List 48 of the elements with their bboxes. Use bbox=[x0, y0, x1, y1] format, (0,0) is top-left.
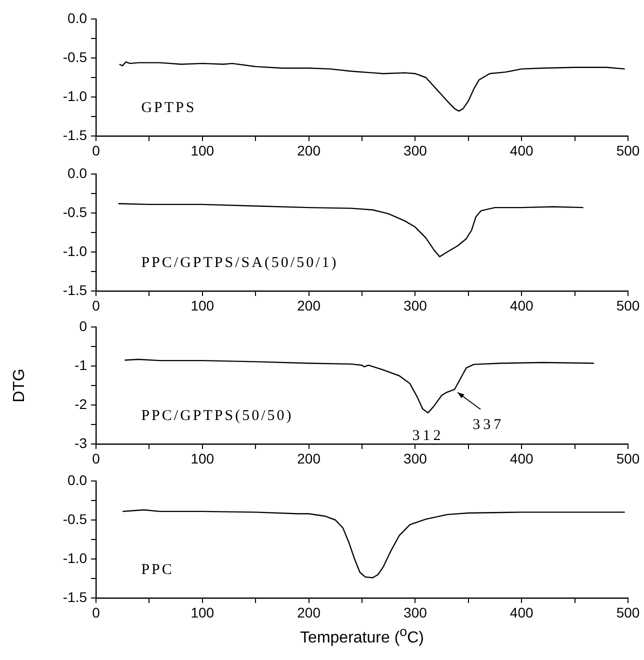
y-tick-label: 0.0 bbox=[68, 164, 88, 181]
y-tick-label: -3 bbox=[74, 434, 88, 451]
annotation: 312 bbox=[412, 428, 444, 444]
x-tick-label: 400 bbox=[510, 604, 534, 620]
annotation: PPC/GPTPS(50/50) bbox=[141, 408, 294, 424]
x-tick-label: 500 bbox=[616, 450, 640, 466]
y-tick-label: 0 bbox=[79, 318, 88, 334]
x-tick-label: 100 bbox=[190, 604, 214, 620]
y-tick-label: -0.5 bbox=[62, 48, 88, 65]
x-tick-label: 500 bbox=[616, 142, 640, 158]
y-tick-label: -1.5 bbox=[62, 126, 88, 143]
x-tick-label: 100 bbox=[190, 450, 214, 466]
x-tick-label: 200 bbox=[297, 450, 321, 466]
y-tick-label: -1.0 bbox=[62, 88, 88, 104]
x-tick-label: 0 bbox=[92, 142, 100, 158]
y-tick-label: -1.5 bbox=[62, 588, 88, 605]
x-tick-label: 0 bbox=[92, 450, 100, 466]
x-tick-label: 0 bbox=[92, 297, 100, 314]
annotation: PPC/GPTPS/SA(50/50/1) bbox=[141, 254, 338, 271]
y-tick-label: -0.5 bbox=[62, 204, 88, 220]
y-tick-label: 0.0 bbox=[68, 10, 88, 26]
y-tick-label: -1.5 bbox=[62, 282, 88, 298]
y-tick-label: -1.0 bbox=[62, 242, 88, 259]
x-tick-label: 0 bbox=[92, 604, 100, 620]
annotation: GPTPS bbox=[141, 100, 196, 116]
x-tick-label: 200 bbox=[297, 142, 321, 158]
y-axis-title: DTG bbox=[11, 368, 28, 402]
annotation: PPC bbox=[141, 562, 174, 578]
x-tick-label: 300 bbox=[404, 604, 428, 620]
x-tick-label: 300 bbox=[404, 142, 428, 158]
x-tick-label: 400 bbox=[510, 142, 534, 158]
x-tick-label: 300 bbox=[404, 297, 428, 314]
x-tick-label: 200 bbox=[297, 297, 321, 314]
x-tick-label: 100 bbox=[190, 142, 214, 158]
x-tick-label: 500 bbox=[616, 604, 640, 620]
x-tick-label: 400 bbox=[510, 297, 534, 314]
annotation: 337 bbox=[472, 416, 504, 433]
x-tick-label: 400 bbox=[510, 450, 534, 466]
y-tick-label: -0.5 bbox=[62, 510, 88, 527]
y-tick-label: -1 bbox=[74, 356, 88, 373]
x-tick-label: 100 bbox=[190, 297, 214, 314]
y-tick-label: 0.0 bbox=[68, 472, 88, 488]
x-tick-label: 200 bbox=[297, 604, 321, 620]
x-axis-title: Temperature ($^{o}$C) bbox=[299, 624, 425, 648]
x-tick-label: 500 bbox=[616, 297, 640, 314]
y-tick-label: -1.0 bbox=[62, 550, 88, 566]
y-tick-label: -2 bbox=[74, 396, 88, 412]
x-tick-label: 300 bbox=[404, 450, 428, 466]
